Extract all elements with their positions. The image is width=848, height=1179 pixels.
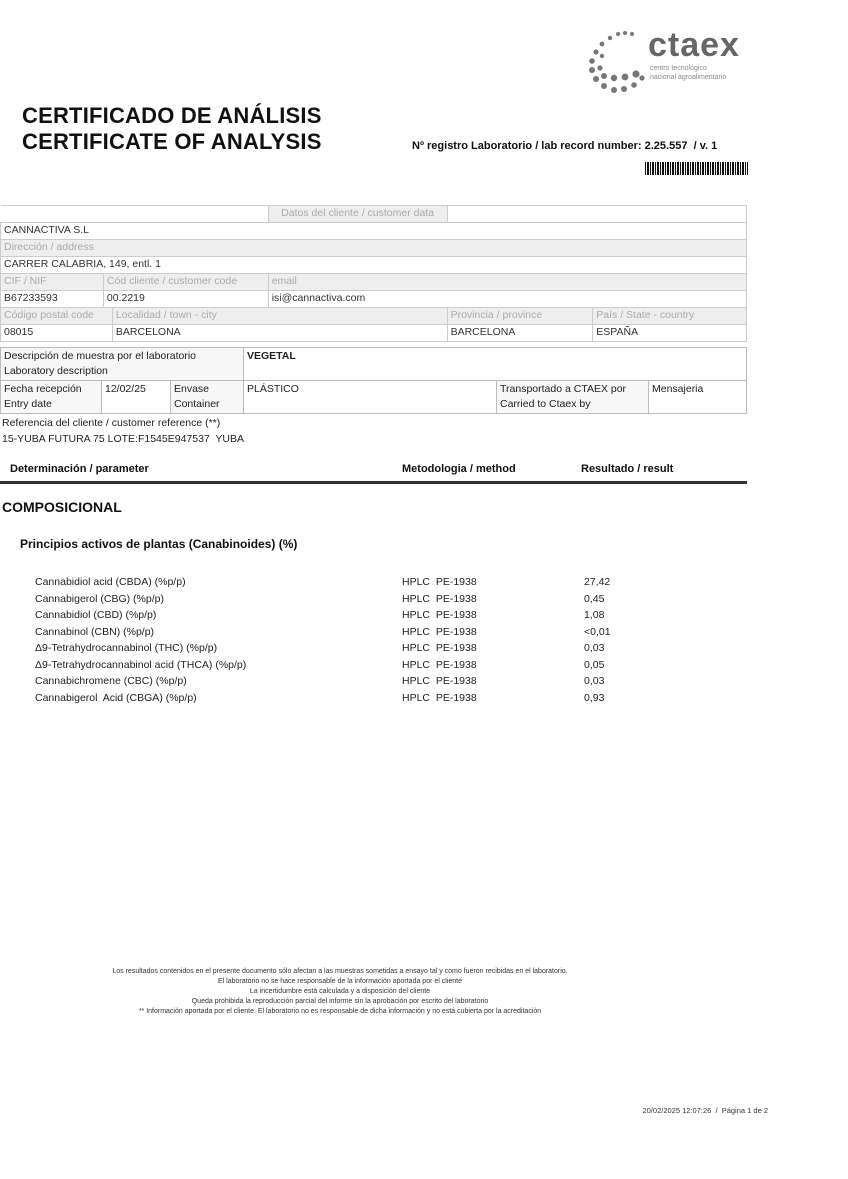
result-parameter: Cannabidiol acid (CBDA) (%p/p) [35, 576, 186, 588]
town-label: Localidad / town - city [111, 307, 448, 325]
result-method: HPLC PE-1938 [402, 625, 477, 638]
result-result: 0,03 [584, 675, 605, 687]
customer-data-table: Datos del cliente / customer data CANNAC… [0, 205, 748, 342]
cif: B67233593 [0, 290, 104, 308]
desc-label: Descripción de muestra por el laboratori… [0, 347, 244, 381]
result-parameter: Cannabidiol (CBD) (%p/p) [35, 609, 157, 621]
address-label: Dirección / address [0, 239, 747, 257]
disclaimer: Los resultados contenidos en el presente… [112, 968, 568, 1015]
result-parameter: Cannabigerol Acid (CBGA) (%p/p) [35, 691, 197, 704]
result-method: HPLC PE-1938 [402, 592, 477, 605]
result-method: HPLC PE-1938 [402, 609, 477, 621]
email-label: email [267, 273, 748, 291]
carried-by: Mensajeria [648, 380, 747, 414]
container-label: Envase Container [170, 380, 244, 414]
column-parameter: Determinación / parameter [10, 463, 149, 475]
container: PLÁSTICO [243, 380, 497, 414]
country: ESPAÑA [592, 324, 747, 342]
sample-description: VEGETAL [243, 347, 747, 381]
result-method: HPLC PE-1938 [402, 642, 477, 654]
result-result: 0,03 [584, 642, 605, 654]
result-parameter: Cannabinol (CBN) (%p/p) [35, 625, 155, 638]
page-footer: 20/02/2025 12:07:26 / Página 1 de 2 [642, 1106, 768, 1115]
result-result: 1,08 [584, 609, 605, 621]
result-parameter: Cannabigerol (CBG) (%p/p) [35, 592, 164, 605]
sample-table: Descripción de muestra por el laboratori… [0, 347, 747, 414]
result-parameter: Cannabichromene (CBC) (%p/p) [35, 675, 187, 687]
address: CARRER CALABRIA, 149, entl. 1 [0, 256, 747, 274]
cif-label: CIF / NIF [0, 273, 104, 291]
country-label: País / State - country [592, 307, 747, 325]
customer-reference-label: Referencia del cliente / customer refere… [2, 417, 221, 429]
column-method: Metodologia / method [402, 463, 516, 475]
result-method: HPLC PE-1938 [402, 576, 477, 588]
result-result: <0,01 [584, 625, 611, 638]
province-label: Provincia / province [446, 307, 594, 325]
email: isi@cannactiva.com [267, 290, 748, 308]
carried-label: Transportado a CTAEX por Carried to Ctaex… [496, 380, 649, 414]
barcode [645, 162, 748, 175]
town: BARCELONA [111, 324, 448, 342]
result-method: HPLC PE-1938 [402, 675, 477, 687]
postal-label: Código postal code [0, 307, 113, 325]
ctaex-logo: ctaex centro tecnológico nacional agroali… [578, 26, 748, 98]
customer-reference: 15-YUBA FUTURA 75 LOTE:F1545E947537 YUBA [2, 433, 245, 445]
result-parameter: Δ9-Tetrahydrocannabinol (THC) (%p/p) [35, 642, 218, 654]
logo-subtitle: nacional agroalimentario [650, 74, 727, 81]
result-parameter: Δ9-Tetrahydrocannabinol acid (THCA) (%p/… [35, 658, 247, 671]
result-result: 0,45 [584, 592, 605, 605]
subsection-title: Principios activos de plantas (Canabinoi… [20, 537, 298, 551]
result-method: HPLC PE-1938 [402, 691, 477, 704]
title-es: CERTIFICADO DE ANÁLISIS [22, 103, 322, 128]
section-title: COMPOSICIONAL [2, 499, 122, 515]
result-result: 0,05 [584, 658, 605, 671]
customer-name: CANNACTIVA S.L [0, 222, 747, 240]
record-number: Nº registro Laboratorio / lab record num… [412, 140, 718, 152]
code-label: Cód cliente / customer code [102, 273, 269, 291]
result-result: 27,42 [584, 576, 611, 588]
logo-globe-icon [589, 31, 645, 93]
title-en: CERTIFICATE OF ANALYSIS [22, 129, 322, 154]
date-label: Fecha recepción Entry date [0, 380, 102, 414]
entry-date: 12/02/25 [101, 380, 171, 414]
customer-data-header: Datos del cliente / customer data [267, 205, 448, 223]
result-method: HPLC PE-1938 [402, 658, 477, 671]
header-divider [0, 481, 747, 484]
result-result: 0,93 [584, 691, 605, 704]
province: BARCELONA [446, 324, 594, 342]
postal-code: 08015 [0, 324, 113, 342]
column-result: Resultado / result [581, 463, 674, 475]
logo-subtitle: centro tecnológico [650, 65, 707, 72]
customer-code: 00.2219 [102, 290, 269, 308]
